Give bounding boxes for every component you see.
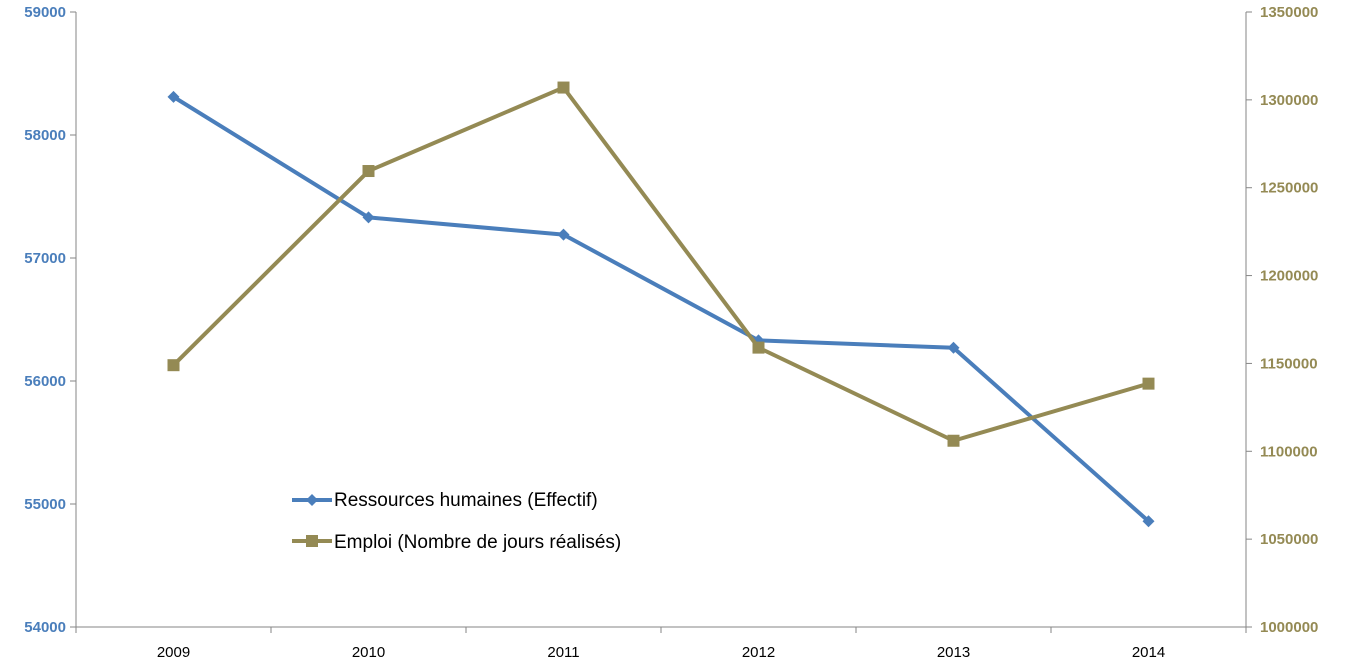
x-tick-label: 2009 xyxy=(157,644,190,661)
y-left-tick-label: 57000 xyxy=(24,250,66,267)
y-right-tick-label: 1100000 xyxy=(1260,443,1318,460)
y-right-tick-label: 1000000 xyxy=(1260,619,1318,636)
data-point-emploi xyxy=(362,165,375,178)
legend-marker-square-icon xyxy=(306,535,318,547)
x-tick-label: 2014 xyxy=(1132,644,1165,661)
legend-marker-diamond-icon xyxy=(306,494,318,506)
x-tick-label: 2010 xyxy=(352,644,385,661)
data-point-emploi xyxy=(557,81,570,94)
x-tick-label: 2011 xyxy=(547,644,579,661)
x-tick-label: 2012 xyxy=(742,644,775,661)
y-right-tick-label: 1300000 xyxy=(1260,92,1318,109)
data-point-emploi xyxy=(1142,377,1155,390)
data-point-ressources xyxy=(947,341,960,354)
legend: Ressources humaines (Effectif) Emploi (N… xyxy=(292,490,621,553)
legend-label-ressources: Ressources humaines (Effectif) xyxy=(334,490,598,511)
axes-layer: 54000 55000 56000 57000 58000 59000 1000000 105… xyxy=(24,4,1318,661)
y-right-tick-label: 1150000 xyxy=(1260,355,1318,372)
y-right-tick-label: 1200000 xyxy=(1260,268,1318,285)
data-point-emploi xyxy=(167,359,180,372)
x-tick-label: 2013 xyxy=(937,644,970,661)
y-left-tick-label: 54000 xyxy=(24,619,66,636)
series-layer xyxy=(167,81,1155,528)
legend-label-emploi: Emploi (Nombre de jours réalisés) xyxy=(334,532,621,553)
data-point-emploi xyxy=(752,341,765,354)
data-point-emploi xyxy=(947,434,960,447)
y-left-tick-label: 58000 xyxy=(24,127,66,144)
data-point-ressources xyxy=(557,228,570,241)
y-right-tick-label: 1350000 xyxy=(1260,4,1318,21)
y-right-tick-label: 1050000 xyxy=(1260,531,1318,548)
data-point-ressources xyxy=(1142,515,1155,528)
y-left-tick-label: 59000 xyxy=(24,4,66,21)
y-left-tick-label: 56000 xyxy=(24,373,66,390)
data-point-ressources xyxy=(362,211,375,224)
y-left-tick-label: 55000 xyxy=(24,496,66,513)
data-point-ressources xyxy=(167,90,180,103)
series-line-ressources xyxy=(172,95,1150,523)
series-line-emploi xyxy=(172,85,1150,443)
y-right-tick-label: 1250000 xyxy=(1260,180,1318,197)
